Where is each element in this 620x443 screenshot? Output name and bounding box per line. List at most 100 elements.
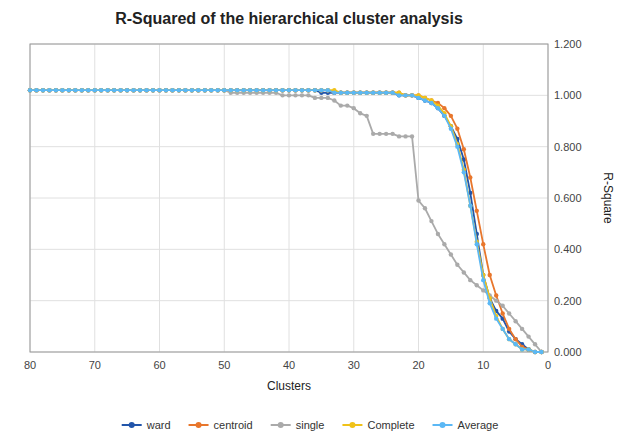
- point: [293, 88, 297, 92]
- point: [267, 88, 271, 92]
- point: [203, 88, 207, 92]
- point: [73, 88, 77, 92]
- point: [520, 347, 524, 351]
- y-tick-label: 0.000: [554, 346, 582, 358]
- point: [371, 91, 375, 95]
- point: [533, 350, 537, 354]
- point: [157, 88, 161, 92]
- point: [488, 273, 492, 277]
- point: [170, 88, 174, 92]
- point: [365, 91, 369, 95]
- chart: R-Squared of the hierarchical cluster an…: [0, 0, 620, 443]
- point: [157, 88, 161, 92]
- series-line: [30, 90, 542, 352]
- point: [345, 91, 349, 95]
- point: [151, 88, 155, 92]
- point: [352, 91, 356, 95]
- point: [339, 91, 343, 95]
- series: [28, 88, 544, 354]
- point: [481, 278, 485, 282]
- point: [475, 242, 479, 246]
- point: [151, 88, 155, 92]
- point: [352, 91, 356, 95]
- point: [241, 88, 245, 92]
- point: [475, 283, 479, 287]
- point: [164, 88, 168, 92]
- point: [416, 96, 420, 100]
- y-tick-label: 1.000: [554, 89, 582, 101]
- point: [390, 91, 394, 95]
- point: [164, 88, 168, 92]
- point: [494, 293, 498, 297]
- point: [125, 88, 129, 92]
- point: [345, 91, 349, 95]
- point: [99, 88, 103, 92]
- point: [67, 88, 71, 92]
- y-tick-label: 0.400: [554, 243, 582, 255]
- point: [54, 88, 58, 92]
- point: [526, 347, 530, 351]
- point: [131, 88, 135, 92]
- point: [377, 132, 381, 136]
- point: [313, 88, 317, 92]
- point: [54, 88, 58, 92]
- point: [539, 350, 543, 354]
- point: [99, 88, 103, 92]
- point: [274, 88, 278, 92]
- point: [125, 88, 129, 92]
- point: [429, 101, 433, 105]
- point: [358, 91, 362, 95]
- legend-item: ward: [122, 419, 171, 431]
- point: [28, 88, 32, 92]
- point: [358, 111, 362, 115]
- point: [358, 91, 362, 95]
- point: [345, 91, 349, 95]
- point: [203, 88, 207, 92]
- point: [138, 88, 142, 92]
- point: [468, 204, 472, 208]
- point: [300, 88, 304, 92]
- series-line: [30, 90, 542, 352]
- point: [332, 91, 336, 95]
- point: [47, 88, 51, 92]
- point: [494, 316, 498, 320]
- point: [455, 263, 459, 267]
- point: [352, 91, 356, 95]
- point: [403, 93, 407, 97]
- point: [261, 88, 265, 92]
- point: [293, 93, 297, 97]
- point: [254, 88, 258, 92]
- point: [28, 88, 32, 92]
- point: [112, 88, 116, 92]
- point: [28, 88, 32, 92]
- point: [118, 88, 122, 92]
- point: [313, 88, 317, 92]
- point: [144, 88, 148, 92]
- point: [403, 134, 407, 138]
- point: [235, 88, 239, 92]
- point: [67, 88, 71, 92]
- point: [47, 88, 51, 92]
- point: [222, 88, 226, 92]
- point: [533, 350, 537, 354]
- point: [106, 88, 110, 92]
- series-line: [30, 90, 542, 352]
- point: [423, 98, 427, 102]
- point: [436, 106, 440, 110]
- point: [248, 88, 252, 92]
- point: [384, 91, 388, 95]
- point: [144, 88, 148, 92]
- point: [513, 319, 517, 323]
- point: [54, 88, 58, 92]
- point: [28, 88, 32, 92]
- point: [520, 327, 524, 331]
- point: [513, 342, 517, 346]
- point: [280, 88, 284, 92]
- point: [80, 88, 84, 92]
- point: [526, 347, 530, 351]
- point: [371, 91, 375, 95]
- point: [209, 88, 213, 92]
- point: [371, 91, 375, 95]
- point: [533, 350, 537, 354]
- point: [73, 88, 77, 92]
